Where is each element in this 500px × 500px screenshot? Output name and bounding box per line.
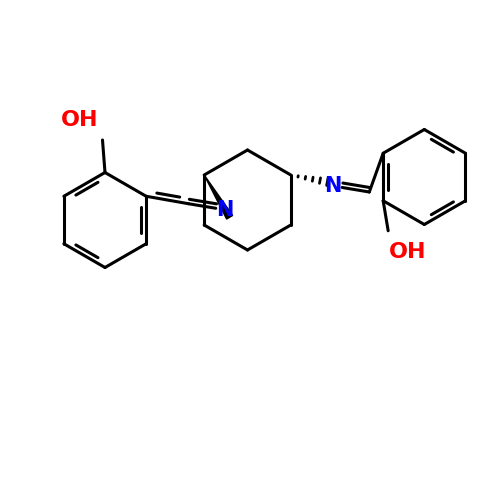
Text: N: N: [216, 200, 234, 220]
Polygon shape: [204, 175, 233, 219]
Text: OH: OH: [62, 110, 99, 130]
Text: N: N: [324, 176, 342, 196]
Text: OH: OH: [388, 242, 426, 262]
